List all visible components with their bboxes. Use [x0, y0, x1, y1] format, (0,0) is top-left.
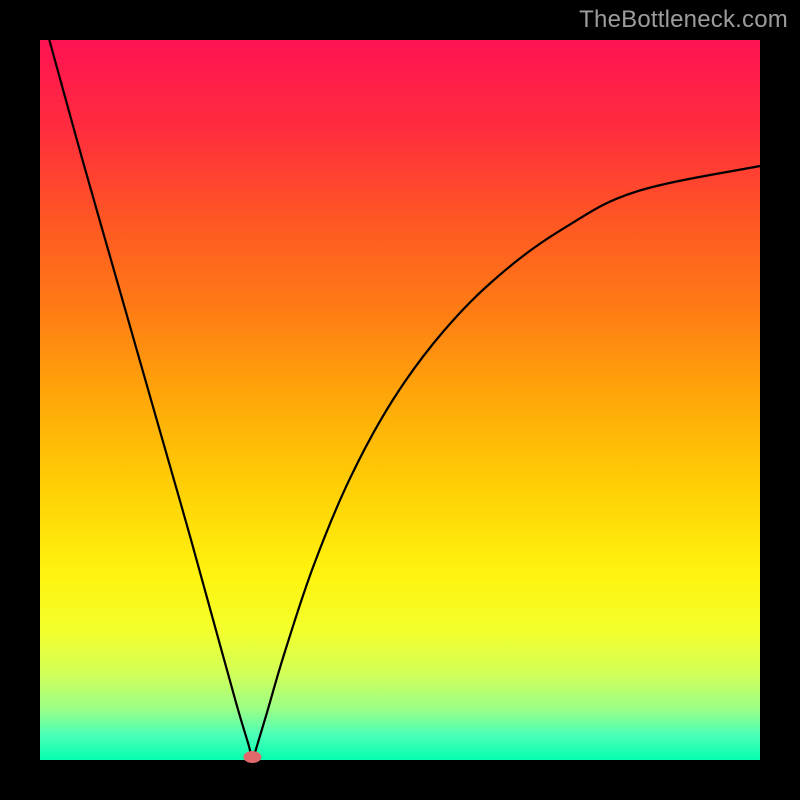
bottleneck-chart: [0, 0, 800, 800]
chart-container: TheBottleneck.com: [0, 0, 800, 800]
watermark-text: TheBottleneck.com: [579, 6, 788, 34]
plot-background: [40, 40, 760, 760]
vertex-marker: [243, 751, 261, 763]
